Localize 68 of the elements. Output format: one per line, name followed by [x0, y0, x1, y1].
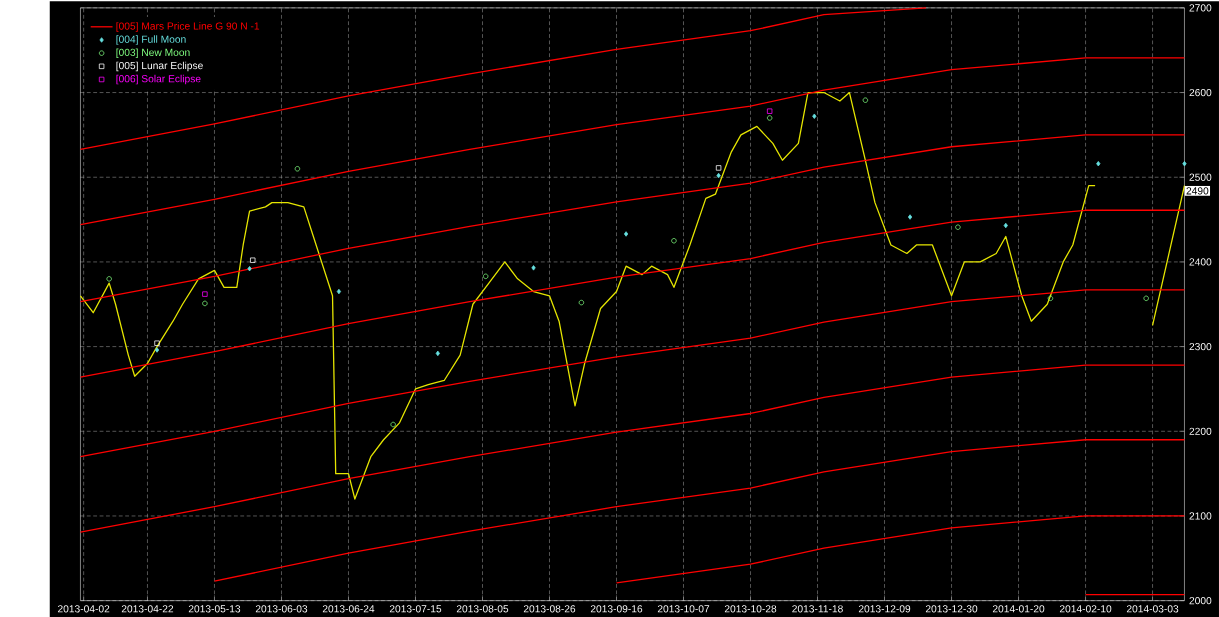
point [766, 108, 773, 114]
line-series [79, 134, 1186, 303]
x-tick-label: 2013-06-03 [255, 605, 308, 613]
point [531, 265, 536, 271]
line-series [79, 57, 1186, 226]
line-series [213, 439, 1186, 582]
y-tick-label: 2200 [1189, 427, 1212, 435]
x-tick-label: 2013-09-16 [590, 605, 643, 613]
y-tick-label: 2600 [1189, 88, 1212, 97]
x-tick-label: 2013-08-26 [523, 605, 576, 613]
point [716, 172, 721, 179]
x-tick-label: 2014-01-20 [992, 605, 1045, 613]
point [250, 257, 256, 263]
x-tick-label: 2013-10-28 [724, 605, 777, 613]
point [578, 299, 585, 306]
legend-label: [003] New Moon [116, 48, 190, 59]
point [294, 166, 301, 172]
x-tick-label: 2013-10-07 [657, 605, 710, 613]
x-tick-label: 2013-04-02 [57, 605, 110, 613]
x-tick-label: 2013-08-05 [456, 605, 509, 613]
legend-label: [005] Lunar Eclipse [116, 61, 203, 72]
point [1182, 161, 1187, 167]
point [202, 291, 208, 297]
x-tick-label: 2013-12-09 [858, 605, 911, 613]
point [862, 97, 869, 103]
point [1003, 222, 1008, 229]
point [336, 288, 342, 295]
x-tick-label: 2013-04-22 [121, 605, 174, 613]
point [154, 347, 160, 353]
annotation: 2490 [1186, 187, 1209, 195]
legend-label: [006] Solar Eclipse [116, 74, 201, 85]
point [671, 238, 677, 244]
point [623, 231, 629, 237]
point [955, 224, 961, 230]
point [1096, 161, 1101, 167]
point [154, 340, 160, 346]
point [1143, 295, 1149, 302]
line-series [79, 364, 1186, 533]
legend-label: [005] Mars Price Line G 90 N -1 [116, 22, 260, 32]
point [907, 214, 913, 220]
x-tick-label: 2013-11-18 [792, 605, 843, 613]
y-tick-label: 2700 [1189, 4, 1212, 12]
line-series [615, 515, 1186, 584]
line-series [79, 7, 927, 150]
y-tick-label: 2300 [1189, 343, 1212, 351]
x-tick-label: 2013-07-15 [389, 605, 442, 613]
point [812, 113, 817, 119]
point [106, 276, 112, 282]
legend-label: [004] Full Moon [116, 35, 186, 45]
x-tick-label: 2013-12-30 [925, 605, 978, 613]
x-tick-label: 2014-02-10 [1059, 605, 1112, 613]
point [766, 115, 773, 121]
x-tick-label: 2013-06-24 [322, 605, 375, 613]
y-tick-label: 2500 [1189, 173, 1212, 181]
point [390, 421, 396, 428]
point [715, 165, 722, 171]
point [247, 266, 252, 272]
y-tick-label: 2100 [1189, 512, 1212, 520]
point [482, 273, 489, 280]
y-tick-label: 2000 [1189, 597, 1212, 605]
point [202, 300, 208, 307]
point [1047, 295, 1054, 302]
line-series [79, 209, 1186, 378]
x-tick-label: 2014-03-03 [1126, 605, 1179, 613]
x-tick-label: 2013-05-13 [188, 605, 241, 613]
line-series [79, 289, 1186, 458]
y-tick-label: 2400 [1189, 258, 1212, 266]
point [435, 350, 440, 357]
